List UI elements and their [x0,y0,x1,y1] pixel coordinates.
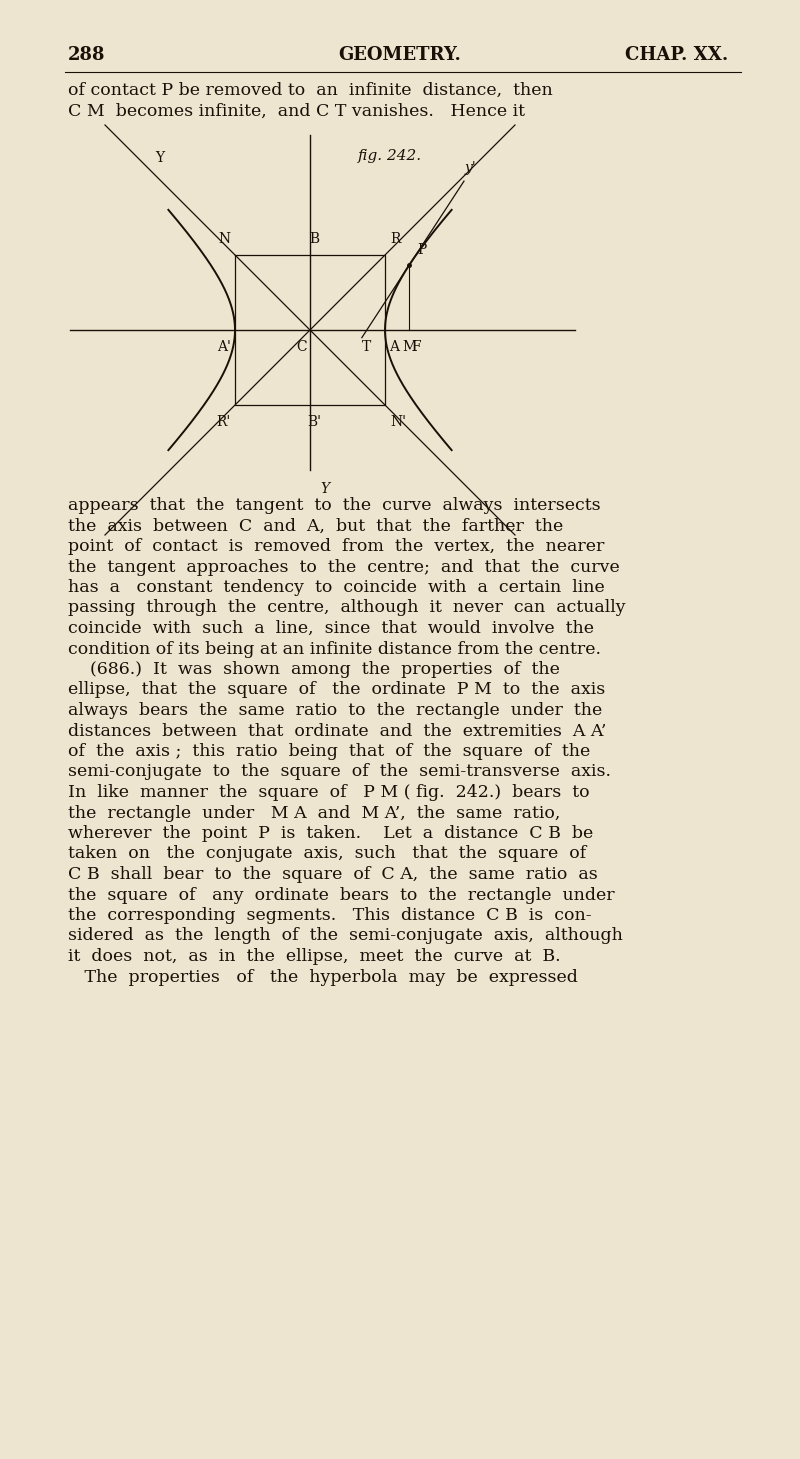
Text: The  properties   of   the  hyperbola  may  be  expressed: The properties of the hyperbola may be e… [68,969,578,985]
Text: R': R' [217,414,231,429]
Text: R: R [390,232,400,247]
Text: 288: 288 [68,47,106,64]
Text: A: A [389,340,399,355]
Text: wherever  the  point  P  is  taken.    Let  a  distance  C B  be: wherever the point P is taken. Let a dis… [68,824,594,842]
Text: N': N' [390,414,406,429]
Text: fig. 242.: fig. 242. [358,149,422,163]
Text: M: M [402,340,416,355]
Text: coincide  with  such  a  line,  since  that  would  involve  the: coincide with such a line, since that wo… [68,620,594,638]
Text: B: B [309,232,319,247]
Text: of  the  axis ;  this  ratio  being  that  of  the  square  of  the: of the axis ; this ratio being that of t… [68,743,590,760]
Text: (686.)  It  was  shown  among  the  properties  of  the: (686.) It was shown among the properties… [68,661,560,678]
Text: sidered  as  the  length  of  the  semi-conjugate  axis,  although: sidered as the length of the semi-conjug… [68,928,623,944]
Text: P: P [417,244,426,257]
Text: CHAP. XX.: CHAP. XX. [625,47,728,64]
Text: point  of  contact  is  removed  from  the  vertex,  the  nearer: point of contact is removed from the ver… [68,538,604,554]
Text: distances  between  that  ordinate  and  the  extremities  A A’: distances between that ordinate and the … [68,722,606,740]
Text: condition of its being at an infinite distance from the centre.: condition of its being at an infinite di… [68,641,601,658]
Text: C: C [297,340,307,355]
Text: In  like  manner  the  square  of   P M ( fig.  242.)  bears  to: In like manner the square of P M ( fig. … [68,783,590,801]
Text: semi-conjugate  to  the  square  of  the  semi-transverse  axis.: semi-conjugate to the square of the semi… [68,763,611,781]
Text: N: N [218,232,230,247]
Text: y': y' [464,160,476,175]
Text: has  a   constant  tendency  to  coincide  with  a  certain  line: has a constant tendency to coincide with… [68,579,605,595]
Text: Y: Y [155,150,165,165]
Text: taken  on   the  conjugate  axis,  such   that  the  square  of: taken on the conjugate axis, such that t… [68,846,586,862]
Text: it  does  not,  as  in  the  ellipse,  meet  the  curve  at  B.: it does not, as in the ellipse, meet the… [68,948,561,964]
Text: the  rectangle  under   M A  and  M A’,  the  same  ratio,: the rectangle under M A and M A’, the sa… [68,804,560,821]
Text: always  bears  the  same  ratio  to  the  rectangle  under  the: always bears the same ratio to the recta… [68,702,602,719]
Text: T: T [362,340,371,355]
Text: the  tangent  approaches  to  the  centre;  and  that  the  curve: the tangent approaches to the centre; an… [68,559,620,575]
Text: GEOMETRY.: GEOMETRY. [338,47,462,64]
Text: of contact P be removed to  an  infinite  distance,  then: of contact P be removed to an infinite d… [68,82,553,99]
Text: the  axis  between  C  and  A,  but  that  the  farther  the: the axis between C and A, but that the f… [68,518,563,534]
Text: C B  shall  bear  to  the  square  of  C A,  the  same  ratio  as: C B shall bear to the square of C A, the… [68,867,598,883]
Text: B': B' [307,414,321,429]
Text: C M  becomes infinite,  and C T vanishes.   Hence it: C M becomes infinite, and C T vanishes. … [68,102,525,120]
Text: the  corresponding  segments.   This  distance  C B  is  con-: the corresponding segments. This distanc… [68,907,592,924]
Text: A': A' [217,340,231,355]
Text: F: F [412,340,422,355]
Text: Y: Y [320,481,329,496]
Text: appears  that  the  tangent  to  the  curve  always  intersects: appears that the tangent to the curve al… [68,498,601,514]
Text: passing  through  the  centre,  although  it  never  can  actually: passing through the centre, although it … [68,600,626,617]
Text: ellipse,  that  the  square  of   the  ordinate  P M  to  the  axis: ellipse, that the square of the ordinate… [68,681,606,699]
Text: the  square  of   any  ordinate  bears  to  the  rectangle  under: the square of any ordinate bears to the … [68,887,614,903]
